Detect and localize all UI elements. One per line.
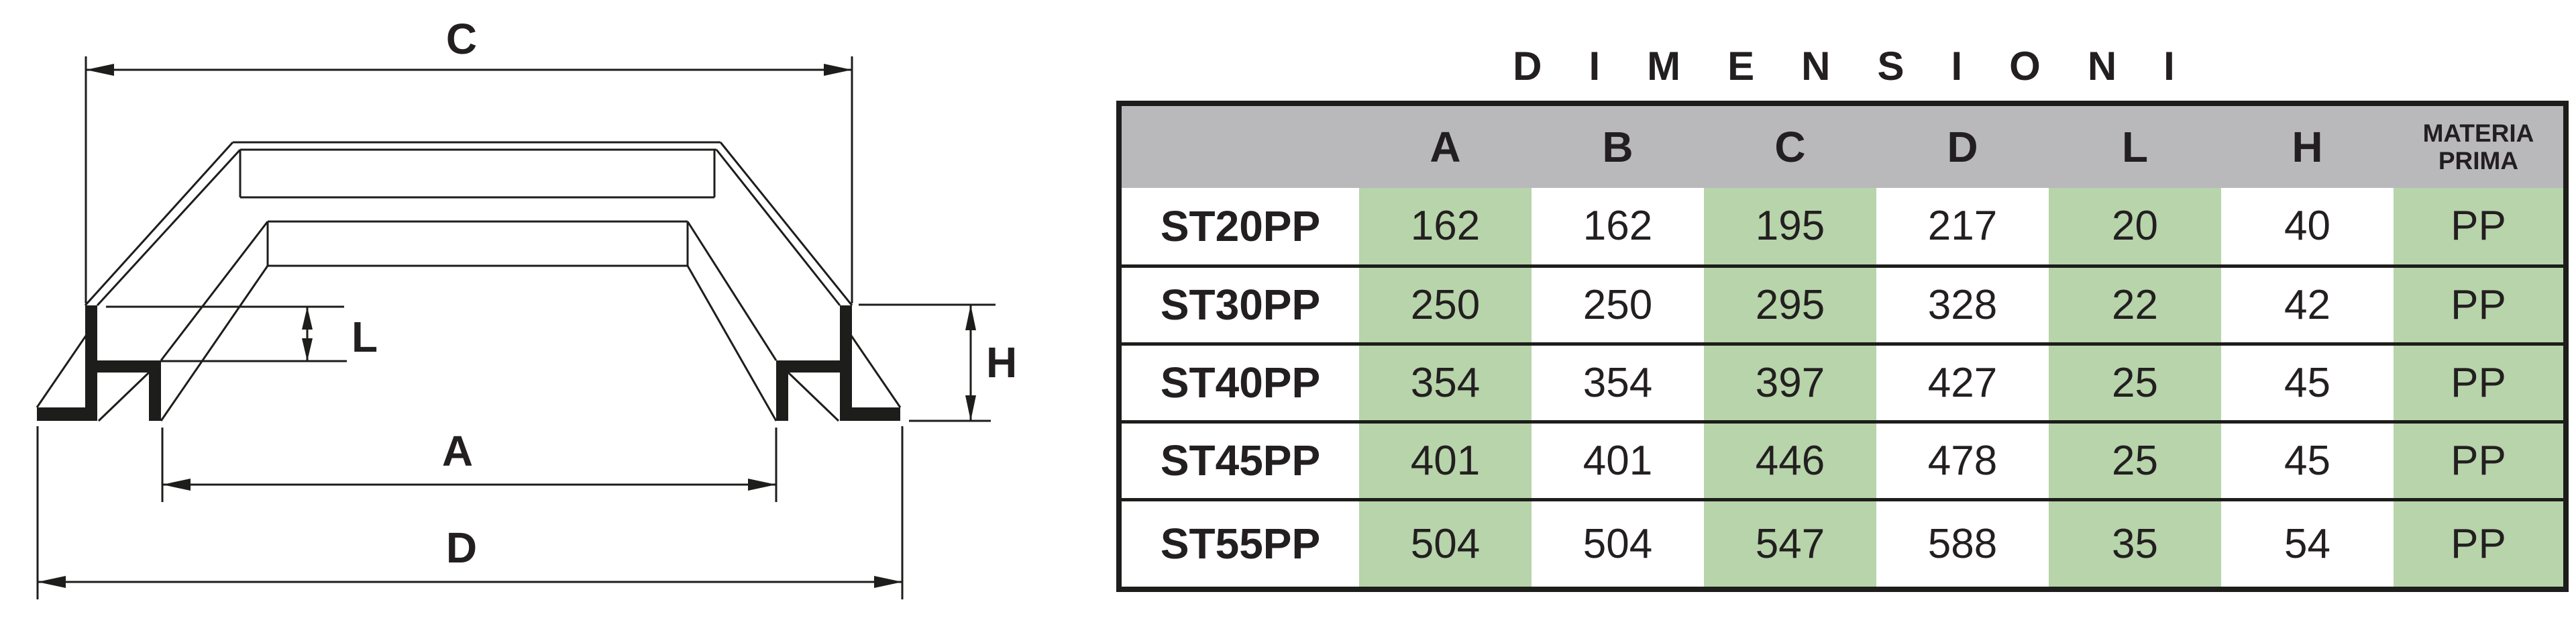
model-cell: ST30PP xyxy=(1160,281,1321,329)
header-col-material: MATERIA PRIMA xyxy=(2422,119,2534,175)
cell-material: PP xyxy=(2394,188,2566,266)
cell-material: PP xyxy=(2394,266,2566,344)
cell-d: 427 xyxy=(1927,359,1998,406)
cell-a: 354 xyxy=(1359,344,1532,422)
cell-a: 162 xyxy=(1359,188,1532,266)
cell-h: 40 xyxy=(2284,203,2330,250)
profile-wireframe xyxy=(36,141,902,422)
model-cell: ST45PP xyxy=(1160,436,1321,485)
dimension-c: C xyxy=(85,15,853,303)
header-col-c: C xyxy=(1774,123,1806,171)
cell-l: 22 xyxy=(2049,266,2221,344)
cell-h: 45 xyxy=(2284,437,2330,484)
dimension-h: H xyxy=(859,303,1017,422)
label-l: L xyxy=(352,313,378,361)
cell-c: 295 xyxy=(1704,266,1876,344)
header-col-h: H xyxy=(2292,123,2323,171)
cell-h: 42 xyxy=(2284,281,2330,328)
cell-b: 250 xyxy=(1582,281,1653,328)
cell-material: PP xyxy=(2394,499,2566,589)
cell-l: 35 xyxy=(2049,499,2221,589)
dimensions-table: A B C D L H MATERIA PRIMA ST20PP 162 162… xyxy=(1116,101,2569,592)
dimension-a: A xyxy=(161,427,777,502)
cell-l: 25 xyxy=(2049,344,2221,422)
cell-a: 250 xyxy=(1359,266,1532,344)
cell-d: 217 xyxy=(1927,203,1998,250)
cell-c: 397 xyxy=(1704,344,1876,422)
cell-a: 401 xyxy=(1359,422,1532,499)
label-c: C xyxy=(446,15,477,63)
profile-drawing: C L H xyxy=(0,0,1114,641)
table-title: DIMENSIONI xyxy=(1513,44,2222,89)
table-row-st55pp: ST55PP 504 504 547 588 35 54 PP xyxy=(1119,499,2566,589)
cell-material: PP xyxy=(2394,344,2566,422)
cell-d: 478 xyxy=(1927,437,1998,484)
profile-drawing-svg: C L H xyxy=(36,15,1017,599)
header-col-l: L xyxy=(2121,123,2149,171)
header-empty xyxy=(1119,103,1359,188)
label-h: H xyxy=(986,338,1017,387)
model-cell: ST40PP xyxy=(1160,358,1321,407)
cell-b: 162 xyxy=(1582,203,1653,250)
label-a: A xyxy=(442,427,473,475)
table-row-st30pp: ST30PP 250 250 295 328 22 42 PP xyxy=(1119,266,2566,344)
model-cell: ST55PP xyxy=(1160,520,1321,569)
dimension-d: D xyxy=(36,426,904,599)
cell-b: 354 xyxy=(1582,359,1653,406)
cell-l: 20 xyxy=(2049,188,2221,266)
cell-material: PP xyxy=(2394,422,2566,499)
cell-b: 504 xyxy=(1582,520,1653,567)
header-row: A B C D L H MATERIA PRIMA xyxy=(1119,103,2566,188)
left-foot-section xyxy=(37,305,161,421)
dimension-l: L xyxy=(106,305,378,362)
header-col-a: A xyxy=(1430,123,1461,171)
cell-c: 446 xyxy=(1704,422,1876,499)
cell-h: 45 xyxy=(2284,359,2330,406)
cell-d: 328 xyxy=(1927,281,1998,328)
table-row-st45pp: ST45PP 401 401 446 478 25 45 PP xyxy=(1119,422,2566,499)
table-row-st20pp: ST20PP 162 162 195 217 20 40 PP xyxy=(1119,188,2566,266)
table-row-st40pp: ST40PP 354 354 397 427 25 45 PP xyxy=(1119,344,2566,422)
cell-c: 547 xyxy=(1704,499,1876,589)
header-col-b: B xyxy=(1602,123,1633,171)
label-d: D xyxy=(446,524,477,572)
model-cell: ST20PP xyxy=(1160,201,1321,250)
cell-b: 401 xyxy=(1582,437,1653,484)
cell-h: 54 xyxy=(2284,520,2330,567)
right-foot-section xyxy=(776,305,900,421)
header-col-d: D xyxy=(1947,123,1978,171)
cell-a: 504 xyxy=(1359,499,1532,589)
cell-c: 195 xyxy=(1704,188,1876,266)
cell-l: 25 xyxy=(2049,422,2221,499)
cell-d: 588 xyxy=(1927,520,1998,567)
